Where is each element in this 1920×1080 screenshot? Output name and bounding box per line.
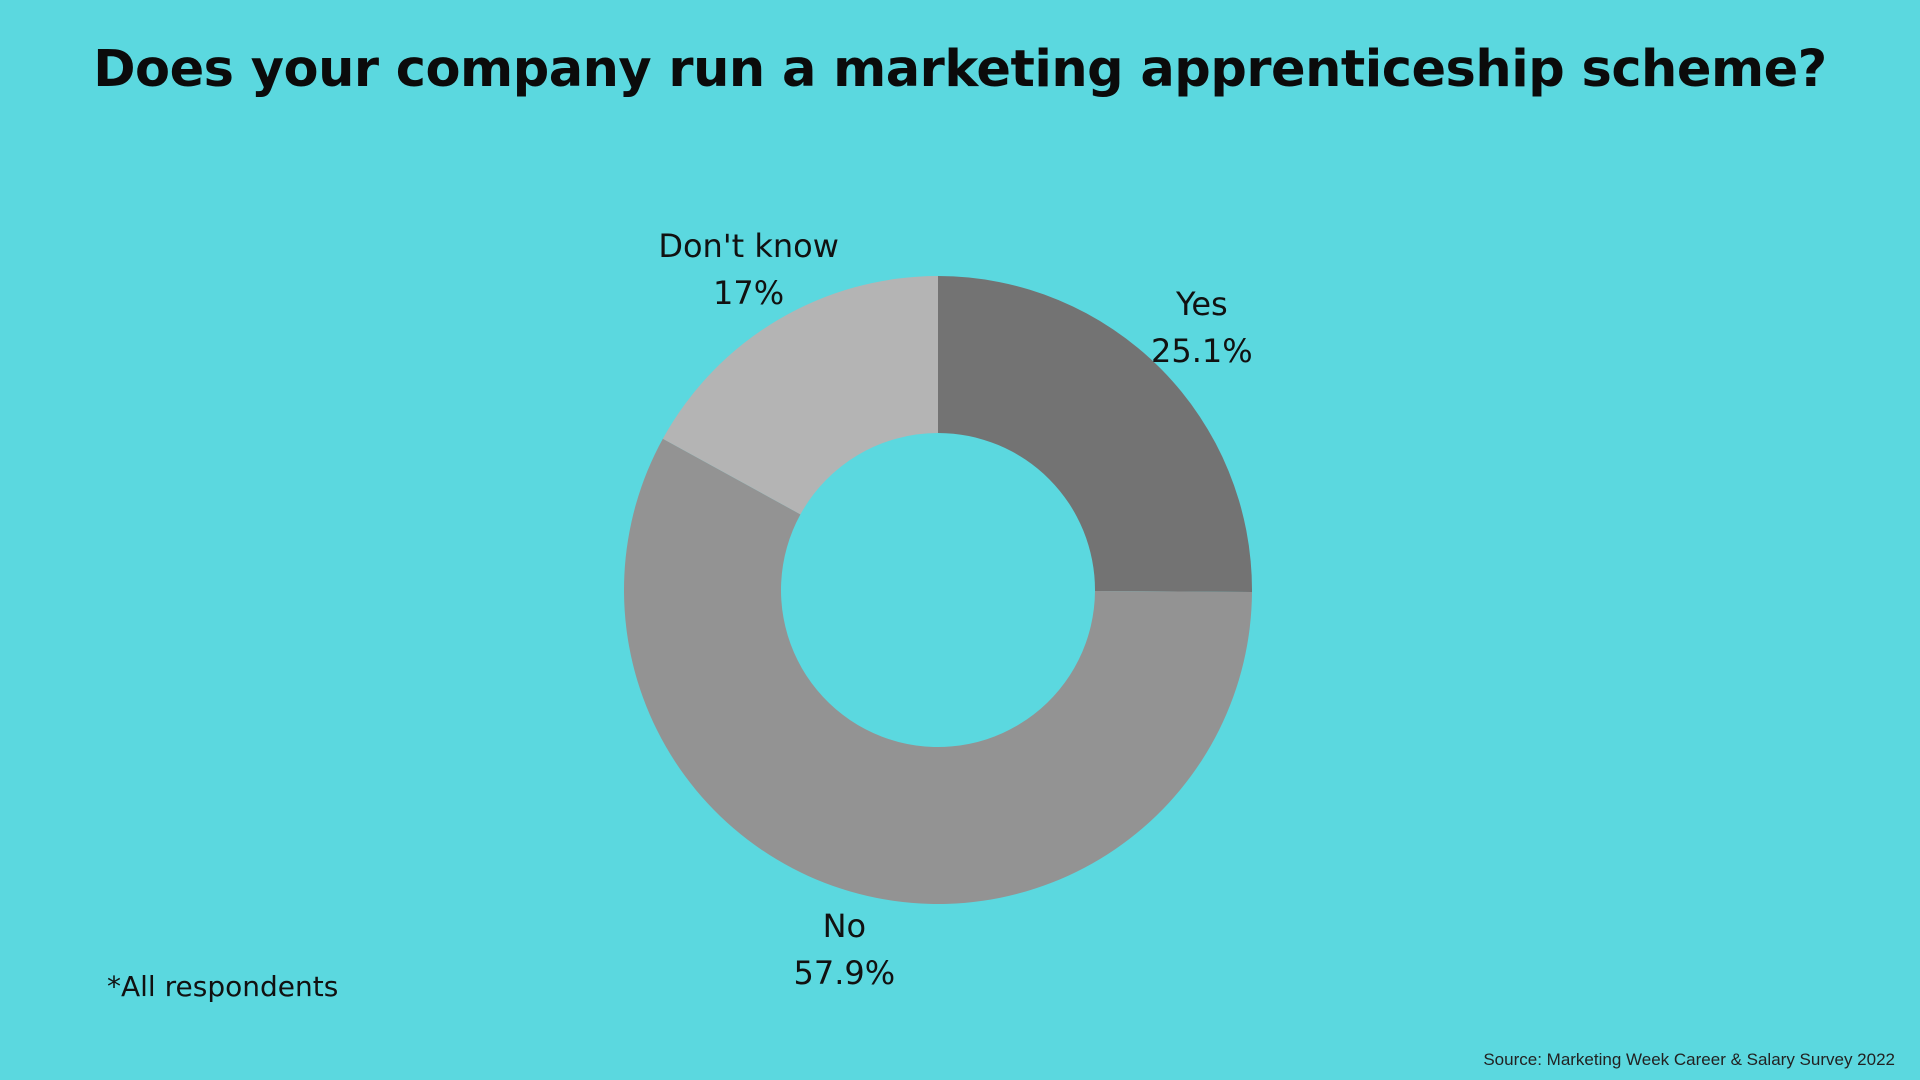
slice-yes xyxy=(938,276,1252,592)
slice-value-yes: 25.1% xyxy=(1151,331,1253,370)
slice-category-don-t-know: Don't know xyxy=(658,226,839,265)
slice-label-yes: Yes 25.1% xyxy=(1151,281,1253,375)
slice-don-t-know xyxy=(662,276,938,515)
slice-value-don-t-know: 17% xyxy=(713,273,785,312)
slice-value-no: 57.9% xyxy=(793,954,896,993)
donut-slices xyxy=(623,276,1252,905)
slice-category-no: No xyxy=(822,907,867,946)
slice-label-don-t-know: Don't know 17% xyxy=(658,223,839,317)
slice-category-yes: Yes xyxy=(1176,284,1228,323)
slice-label-no: No 57.9% xyxy=(794,903,896,997)
slice-no xyxy=(623,438,1252,905)
respondents-note: *All respondents xyxy=(107,970,339,1003)
source-note: Source: Marketing Week Career & Salary S… xyxy=(1483,1050,1895,1069)
chart-title: Does your company run a marketing appren… xyxy=(93,40,1827,99)
